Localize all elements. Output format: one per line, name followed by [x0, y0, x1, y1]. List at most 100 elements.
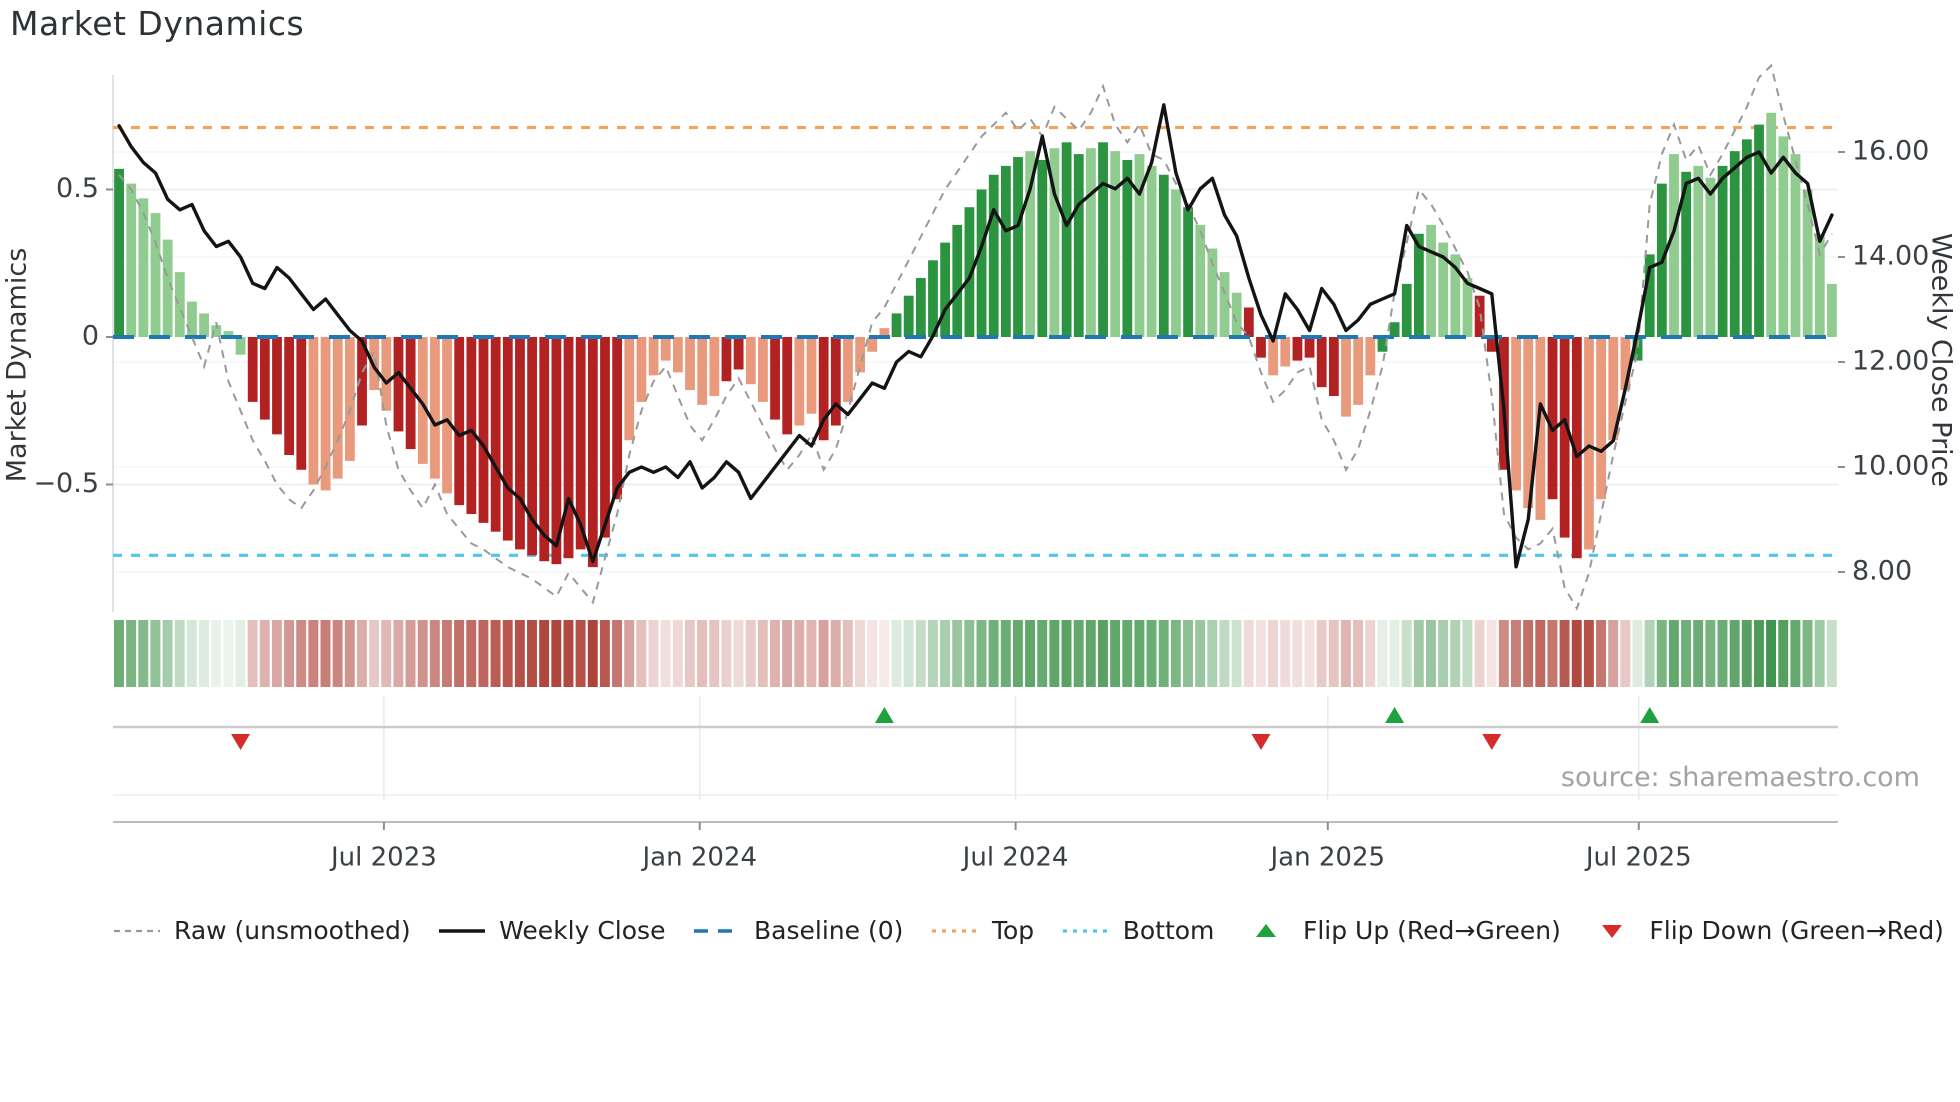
- oscillator-bar: [430, 337, 440, 479]
- oscillator-bar: [733, 337, 744, 370]
- oscillator-bar: [235, 337, 246, 355]
- heatmap-cell: [211, 620, 222, 687]
- heatmap-cell: [1425, 620, 1436, 687]
- legend-item: Baseline (0): [692, 916, 903, 945]
- oscillator-bar: [126, 183, 137, 337]
- oscillator-bar: [940, 242, 951, 337]
- oscillator-bar: [1171, 189, 1181, 337]
- heatmap-cell: [1450, 620, 1461, 687]
- oscillator-bar: [1061, 142, 1072, 337]
- heatmap-cell: [988, 620, 999, 687]
- legend-item-label: Top: [991, 916, 1035, 945]
- dash-pair-icon: [694, 928, 741, 933]
- triangle-down-icon: [1602, 924, 1623, 938]
- heatmap-cell: [235, 620, 246, 687]
- heatmap-cell: [1547, 620, 1558, 687]
- oscillator-bar: [1328, 337, 1339, 396]
- oscillator-bar: [1450, 254, 1461, 337]
- oscillator-bar: [1013, 157, 1023, 337]
- oscillator-bar: [745, 337, 756, 385]
- oscillator-bar: [721, 337, 732, 382]
- oscillator-bar: [806, 337, 817, 414]
- oscillator-bar: [1462, 278, 1473, 337]
- heatmap-cell: [405, 620, 416, 687]
- oscillator-bar: [1596, 337, 1607, 500]
- x-tick-label: Jan 2025: [1269, 843, 1386, 873]
- legend-item-label: Bottom: [1122, 916, 1215, 945]
- flip-up-marker: [1640, 707, 1660, 723]
- oscillator-bar: [1669, 154, 1679, 337]
- oscillator-bar: [988, 174, 999, 337]
- heatmap-cell: [393, 620, 404, 687]
- heatmap-cell: [1389, 620, 1400, 687]
- flip-down-marker: [1251, 734, 1271, 750]
- heatmap-cell: [247, 620, 258, 687]
- heatmap-cell: [587, 620, 598, 687]
- heatmap-cell: [1122, 620, 1133, 687]
- heatmap-cell: [1025, 620, 1036, 687]
- heatmap-cell: [891, 620, 902, 687]
- heatmap-cell: [1571, 620, 1582, 687]
- heatmap-cell: [466, 620, 477, 687]
- heatmap-cell: [186, 620, 197, 687]
- y-right-tick-label: 16.00: [1852, 136, 1929, 167]
- heatmap-cell: [1158, 620, 1169, 687]
- dotted-line-icon: [1062, 928, 1109, 933]
- oscillator-bar: [1754, 124, 1764, 337]
- oscillator-bar: [952, 224, 963, 337]
- oscillator-bar: [1802, 189, 1813, 337]
- heatmap-cell: [1183, 620, 1193, 687]
- flip-up-marker: [1385, 707, 1405, 723]
- heatmap-cell: [271, 620, 282, 687]
- oscillator-bar: [1365, 337, 1376, 376]
- oscillator-bar: [247, 337, 258, 402]
- heatmap-cell: [697, 620, 708, 687]
- oscillator-bar: [867, 337, 878, 352]
- oscillator-bar: [1353, 337, 1364, 405]
- heatmap-cell: [1268, 620, 1278, 687]
- heatmap-cell: [1705, 620, 1716, 687]
- y-left-tick-label: 0.5: [56, 173, 99, 204]
- heatmap-cell: [1292, 620, 1303, 687]
- heatmap-cell: [162, 620, 173, 687]
- heatmap-cell: [454, 620, 465, 687]
- oscillator-bar: [1183, 207, 1193, 337]
- oscillator-bar: [709, 337, 720, 396]
- oscillator-bar: [1231, 292, 1242, 337]
- oscillator-bar: [1426, 224, 1436, 337]
- heatmap-cell: [1814, 620, 1825, 687]
- heatmap-cell: [1741, 620, 1752, 687]
- heatmap-cell: [757, 620, 768, 687]
- heatmap-cell: [478, 620, 489, 687]
- oscillator-bar: [466, 337, 477, 514]
- heatmap-cell: [964, 620, 975, 687]
- oscillator-bar: [1413, 233, 1424, 337]
- heatmap-cell: [1000, 620, 1011, 687]
- oscillator-bar: [551, 337, 562, 565]
- oscillator-bar: [320, 337, 331, 491]
- oscillator-bar: [1207, 248, 1218, 337]
- oscillator-bar: [1511, 337, 1521, 491]
- legend-item: Bottom: [1061, 916, 1215, 945]
- oscillator-bar: [624, 337, 635, 441]
- oscillator-bar: [308, 337, 319, 485]
- oscillator-bar: [1559, 337, 1570, 538]
- oscillator-bar: [454, 337, 465, 506]
- heatmap-cell: [879, 620, 890, 687]
- oscillator-bar: [1158, 174, 1169, 337]
- heatmap-cell: [1535, 620, 1546, 687]
- heatmap-cell: [1304, 620, 1315, 687]
- x-tick-label: Jul 2023: [329, 843, 437, 873]
- weekly-close-line: [117, 103, 1834, 569]
- oscillator-bar: [1571, 337, 1582, 559]
- legend-item-label: Flip Up (Red→Green): [1302, 916, 1561, 945]
- heatmap-cell: [818, 620, 829, 687]
- heatmap-cell: [684, 620, 695, 687]
- heatmap-cell: [1413, 620, 1424, 687]
- oscillator-bar: [1741, 139, 1752, 337]
- heatmap-cell: [1170, 620, 1181, 687]
- oscillator-bar: [879, 328, 890, 337]
- oscillator-bar: [758, 337, 768, 402]
- heatmap-cell: [769, 620, 780, 687]
- solid-line-icon: [439, 928, 486, 933]
